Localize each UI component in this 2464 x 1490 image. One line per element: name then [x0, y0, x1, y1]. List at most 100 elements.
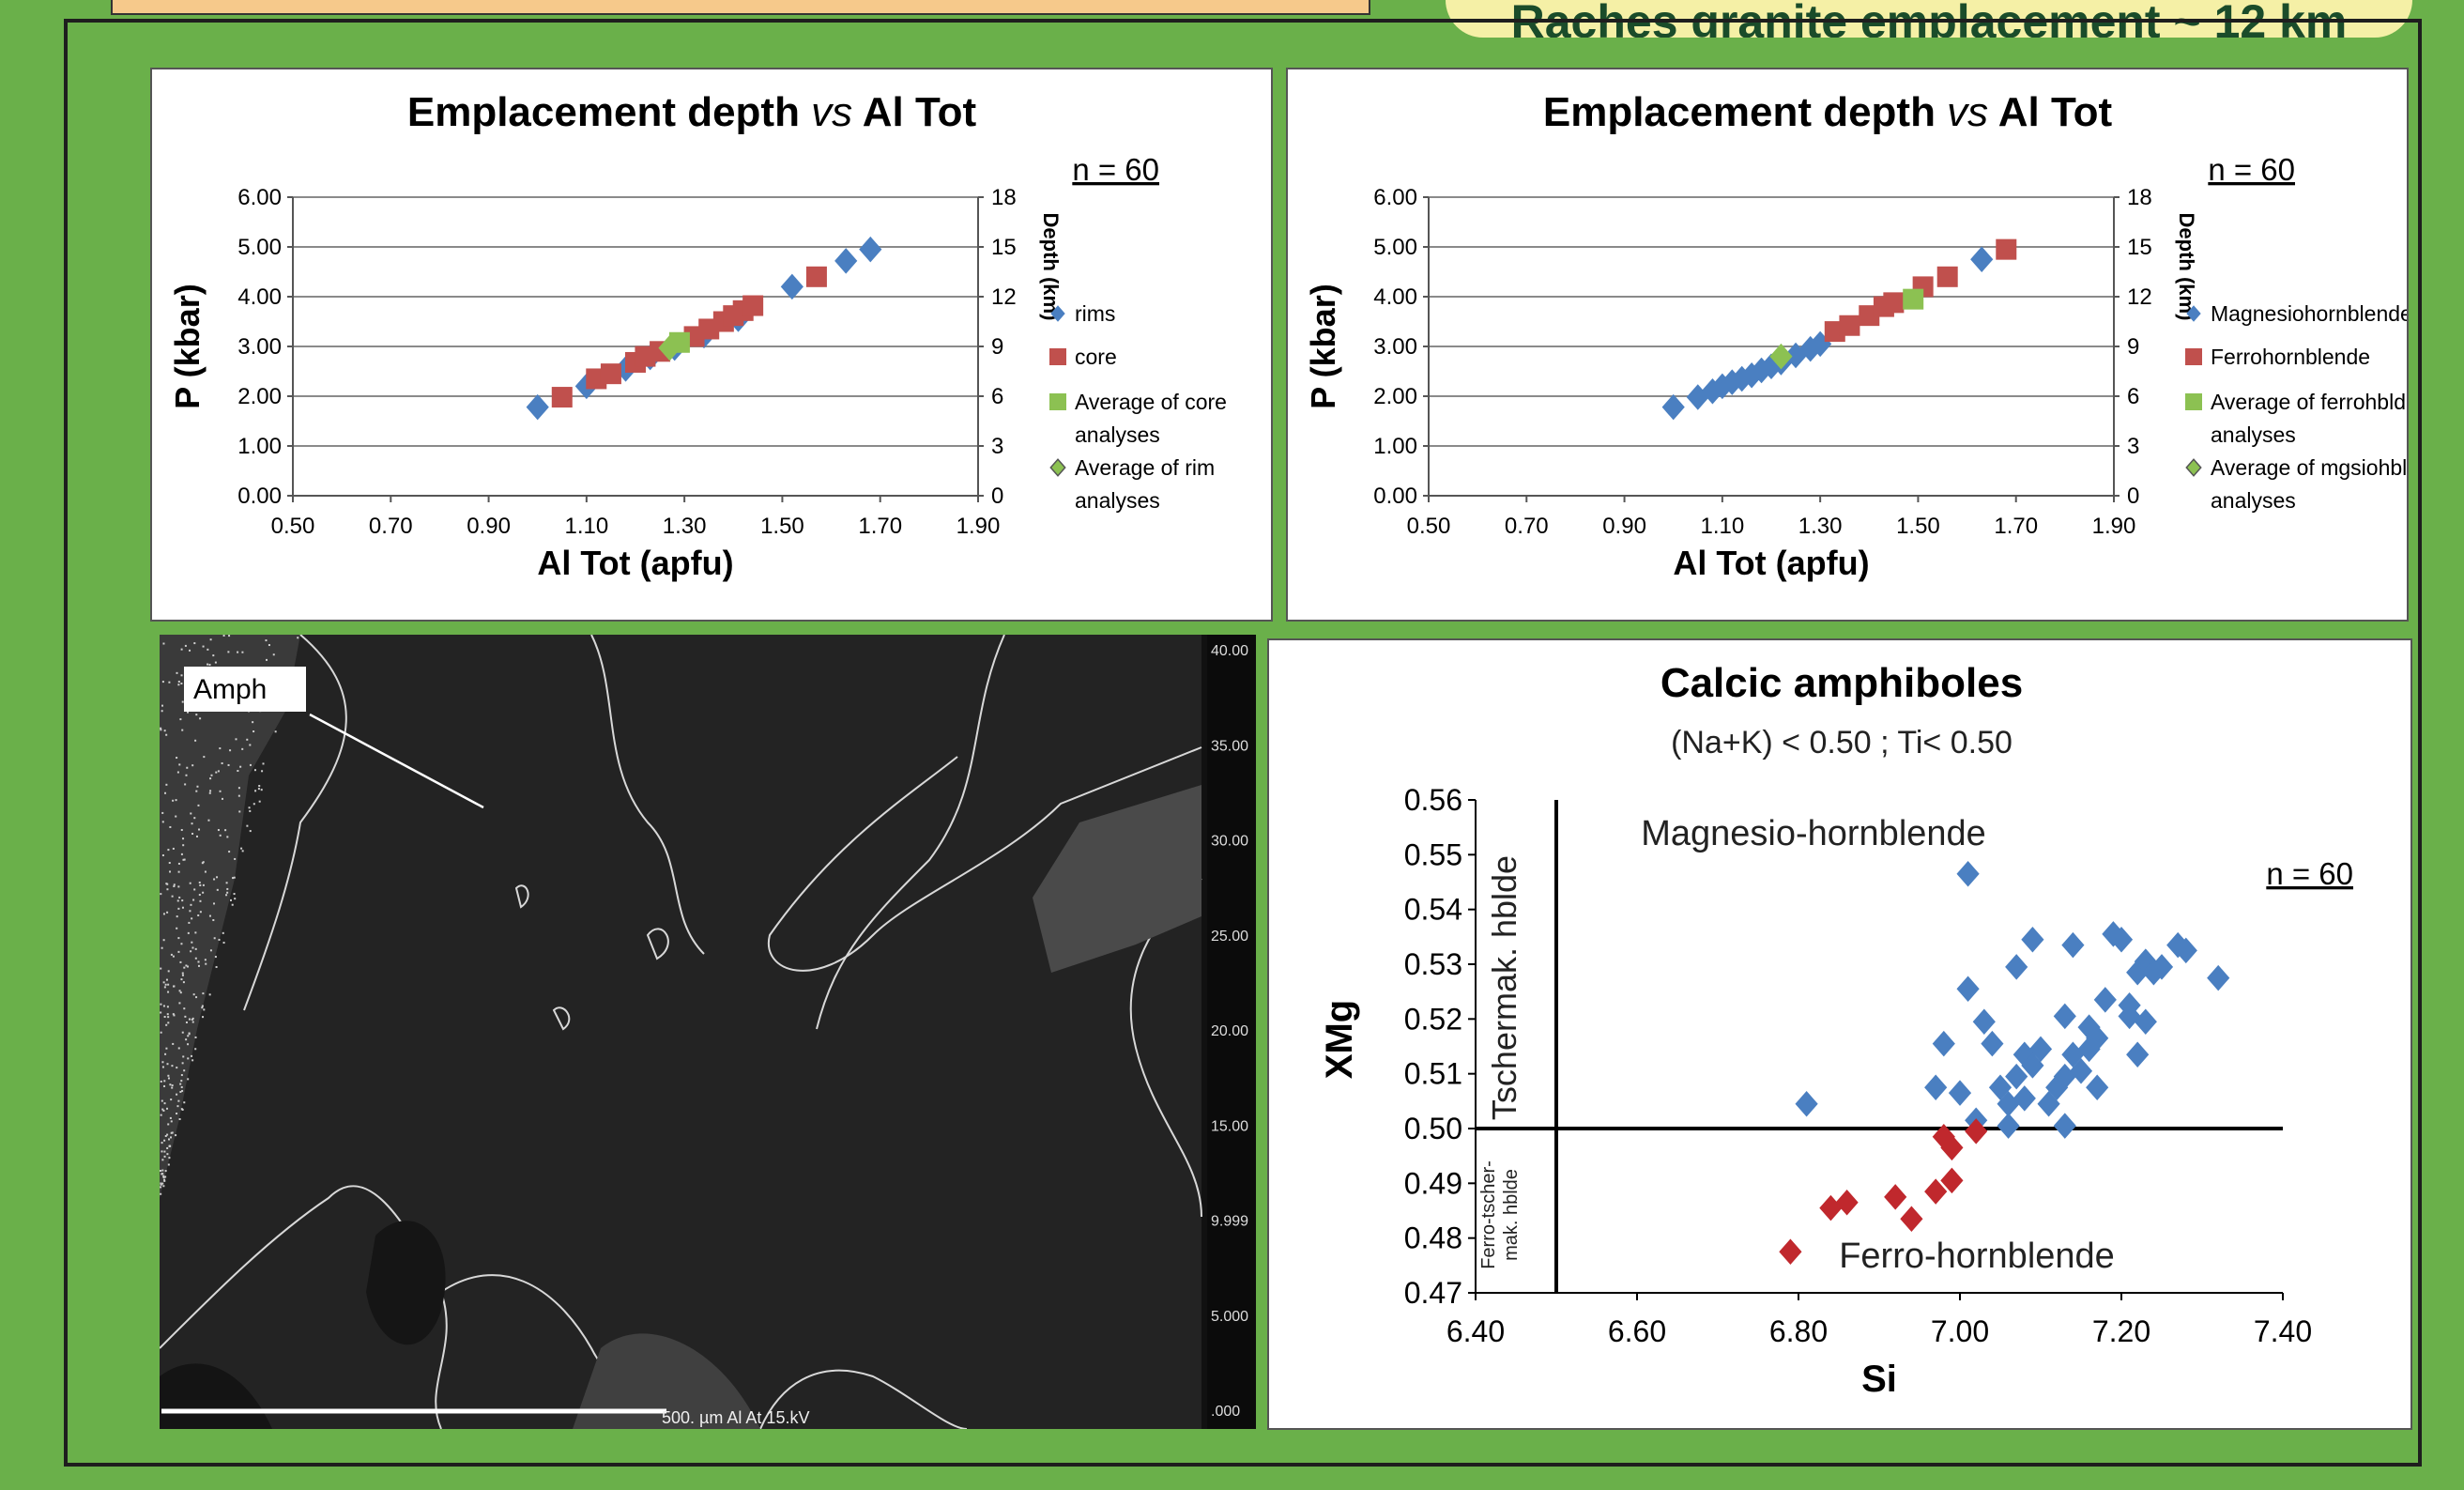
micrograph-speck [167, 1163, 170, 1166]
micrograph-speck [202, 883, 205, 886]
x-tick-label: 1.50 [760, 514, 804, 539]
data-point [1883, 292, 1905, 314]
micrograph-speck [167, 983, 170, 986]
micrograph-speck [160, 967, 162, 970]
micrograph-speck [162, 1175, 165, 1177]
chart-title: Calcic amphiboles [1661, 660, 2023, 706]
micrograph-grain [160, 635, 300, 1198]
micrograph-speck [241, 850, 244, 853]
y-tick-label: 0.00 [237, 484, 282, 509]
chart-title-italic: vs [1947, 89, 1988, 135]
micrograph-speck [274, 730, 277, 733]
micrograph-speck [187, 1035, 190, 1037]
micrograph-speck [162, 642, 165, 645]
data-point [1701, 377, 1724, 405]
micrograph-speck [182, 981, 185, 984]
micrograph-speck [173, 883, 176, 886]
micrograph-speck [164, 1175, 167, 1178]
colorbar-tick: 20.00 [1211, 1023, 1248, 1039]
micrograph-speck [258, 785, 261, 788]
chart-title-part: Al Tot [1988, 89, 2112, 135]
micrograph-speck [173, 885, 176, 888]
micrograph-speck [217, 770, 220, 773]
micrograph-speck [233, 893, 236, 896]
data-point [1924, 1178, 1948, 1205]
data-point [1932, 1030, 1955, 1057]
micrograph-speck [219, 747, 222, 750]
micrograph-speck [184, 644, 187, 647]
micrograph-speck [191, 833, 194, 836]
micrograph-speck [162, 1109, 165, 1112]
grain-outline [646, 928, 669, 960]
data-point [805, 266, 827, 287]
micrograph-speck [179, 718, 182, 721]
micrograph-speck [193, 888, 196, 891]
micrograph-speck [179, 1083, 182, 1085]
data-point [2150, 954, 2174, 980]
y-tick-label: 5.00 [237, 235, 282, 260]
micrograph-speck [178, 896, 181, 899]
micrograph-speck [165, 978, 168, 981]
micrograph-speck [209, 777, 212, 780]
data-point [600, 363, 621, 385]
grain-outline [243, 634, 347, 1011]
micrograph-speck [252, 721, 254, 724]
micrograph-speck [177, 681, 180, 684]
colorbar-tick: 5.000 [1211, 1309, 1248, 1325]
micrograph-speck [166, 911, 169, 914]
micrograph-speck [191, 917, 193, 920]
micrograph-speck [188, 1018, 191, 1021]
micrograph-speck [180, 683, 183, 685]
y-tick-label: 3.00 [1373, 334, 1417, 360]
micrograph-speck [198, 828, 201, 831]
micrograph-speck [165, 1023, 168, 1026]
data-point [2045, 1074, 2069, 1100]
legend-label: rims [1075, 301, 1115, 326]
colorbar-tick: 25.00 [1211, 929, 1248, 945]
micrograph-speck [172, 847, 175, 850]
micrograph-speck [227, 651, 230, 653]
micrograph-speck [171, 895, 174, 898]
micrograph-speck [178, 763, 181, 766]
micrograph-speck [203, 1008, 206, 1011]
micrograph-speck [180, 1074, 183, 1077]
y-tick-label: 4.00 [1373, 284, 1417, 310]
micrograph-speck [253, 803, 255, 806]
micrograph-speck [190, 903, 192, 906]
micrograph-speck [167, 1077, 170, 1080]
data-point [1686, 384, 1709, 410]
micrograph-speck [268, 644, 270, 647]
legend-marker [1049, 393, 1066, 410]
micrograph-speck [170, 1120, 173, 1123]
micrograph-speck [161, 854, 164, 857]
data-point [551, 387, 573, 408]
x-tick-label: 1.30 [1798, 514, 1843, 539]
micrograph-speck [185, 964, 188, 967]
grain-outline [816, 634, 1005, 1030]
header-box [111, 0, 1370, 15]
micrograph-speck [209, 790, 212, 792]
micrograph-speck [172, 1013, 175, 1016]
legend-label: Average of rim [1075, 455, 1215, 480]
micrograph-speck [197, 914, 200, 916]
chart-panel-2: Emplacement depth vs Al Tot n = 60 0.00 1.0… [1286, 68, 2431, 622]
micrograph-speck [208, 993, 211, 996]
micrograph-speck [163, 1080, 166, 1083]
region-label-magnesio: Magnesio-hornblende [1641, 814, 1986, 853]
x-tick-label: 1.70 [1994, 514, 2038, 539]
micrograph-speck [201, 862, 204, 865]
micrograph-speck [202, 645, 205, 648]
micrograph-speck [221, 797, 223, 800]
legend-label: Average of mgsiohblde [2211, 455, 2407, 480]
legend-marker [2185, 393, 2202, 410]
micrograph-speck [169, 1144, 172, 1147]
micrograph-speck [261, 770, 264, 773]
micrograph-speck [177, 1047, 180, 1050]
micrograph-speck [237, 794, 240, 797]
data-point [2109, 927, 2134, 953]
micrograph-speck [180, 674, 183, 677]
micrograph-speck [164, 791, 167, 794]
micrograph-speck [207, 663, 209, 666]
micrograph-speck [181, 972, 184, 975]
y-tick-label: 0.56 [1404, 783, 1462, 817]
